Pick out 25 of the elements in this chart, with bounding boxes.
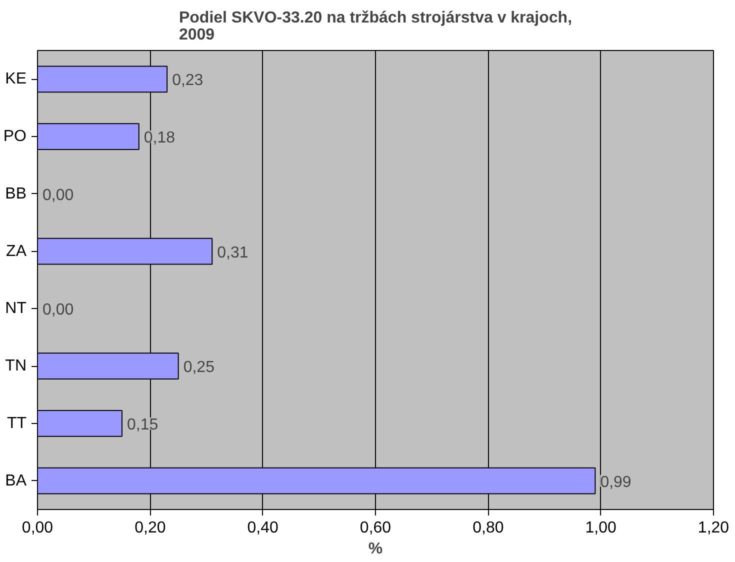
data-label: 0,15 [127, 416, 158, 434]
y-tick-label: TT [6, 414, 27, 432]
y-tick-label: PO [3, 128, 27, 146]
data-label: 0,25 [183, 359, 215, 376]
x-tick-label: 0,20 [134, 520, 166, 536]
data-label: 0,18 [144, 130, 176, 147]
data-label: 0,31 [217, 244, 248, 262]
y-tick-label: ZA [6, 242, 27, 260]
y-tick-label: KE [5, 70, 26, 88]
x-tick-label: 1,00 [585, 520, 617, 536]
x-tick-label: 1,20 [698, 520, 730, 536]
x-tick-label: 0,60 [360, 520, 392, 536]
x-tick-label: 0,00 [22, 520, 54, 536]
y-tick-label: TN [5, 358, 26, 375]
data-label: 0,00 [42, 302, 74, 319]
x-tick-label: 0,80 [472, 520, 504, 536]
x-tick-label: 0,40 [247, 520, 279, 536]
y-tick-label: NT [5, 300, 27, 318]
chart-title: Podiel SKVO-33.20 na tržbách strojárstva v krajoch, 2009 [178, 10, 572, 44]
y-tick-label: BA [5, 472, 27, 490]
y-tick-label: BB [5, 185, 26, 202]
x-axis-title: % [368, 540, 383, 558]
data-label: 0,23 [172, 72, 204, 90]
data-label: 0,00 [42, 186, 74, 204]
data-label: 0,99 [600, 474, 632, 491]
